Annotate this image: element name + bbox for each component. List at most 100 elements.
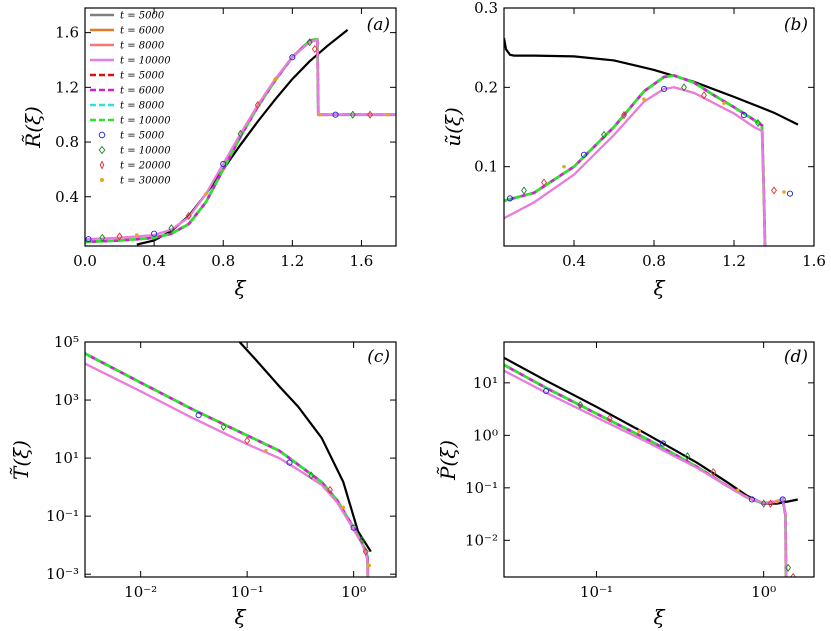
marker-point — [341, 505, 346, 510]
ticks-b: 0.4 0.8 1.2 1.6 0.1 0.2 0.3 — [474, 0, 826, 270]
marker-point — [621, 111, 627, 120]
legend-label: t = 5000 — [120, 131, 165, 142]
y-axis-label-b: ũ(ξ) — [441, 107, 465, 147]
marker-point — [289, 54, 296, 61]
marker-point — [367, 110, 374, 119]
x-tick-label-a: 1.6 — [350, 252, 374, 270]
series-line-dashed-group — [504, 73, 767, 246]
marker-point — [359, 535, 366, 545]
y-tick-label-b: 0.3 — [474, 0, 498, 17]
marker-point — [264, 448, 268, 453]
x-tick-label-d: 10⁰ — [751, 583, 776, 601]
marker-point — [195, 412, 202, 419]
y-tick-label-a: 0.8 — [55, 133, 79, 151]
marker-point — [782, 190, 786, 194]
marker-point — [775, 499, 779, 504]
plot-frame-c — [84, 341, 397, 578]
series-layer-a — [85, 29, 396, 246]
legend-label: t = 10000 — [120, 56, 171, 67]
marker-point — [237, 129, 244, 138]
y-axis-label-d: P̃(ξ) — [436, 440, 460, 481]
marker-point — [710, 467, 717, 477]
x-tick-label-b: 1.6 — [802, 252, 826, 270]
marker-point — [722, 101, 726, 105]
x-tick-label-a: 0.8 — [211, 252, 235, 270]
marker-point — [577, 400, 584, 409]
marker-point — [767, 499, 774, 508]
y-tick-label-a: 0.4 — [55, 188, 79, 206]
marker-point — [85, 236, 92, 243]
marker-point — [659, 440, 667, 447]
panel-b: 0.4 0.8 1.2 1.6 0.1 0.2 0.3 (b) ξ ũ(ξ) — [441, 0, 826, 300]
marker-point — [740, 112, 748, 119]
x-tick-label-b: 1.2 — [722, 252, 746, 270]
plot-frame-b — [503, 7, 815, 247]
marker-point — [521, 186, 527, 195]
y-tick-label-c: 10⁵ — [54, 333, 79, 351]
panel-d: 10⁻¹ 10⁰ 10⁻² 10⁻¹ 10⁰ 10¹ (d) ξ P̃(ξ) — [436, 341, 815, 629]
panel-label-d: (d) — [784, 347, 808, 367]
legend-label: t = 5000 — [120, 71, 165, 82]
marker-point — [606, 414, 613, 423]
legend-label: t = 10000 — [120, 146, 171, 157]
marker-point — [637, 429, 641, 433]
y-tick-label-c: 10³ — [54, 391, 79, 409]
marker-point — [116, 232, 123, 241]
x-axis-label-d: ξ — [653, 605, 665, 629]
marker-point — [748, 496, 755, 503]
marker-point — [785, 563, 792, 572]
x-tick-label-a: 0.4 — [142, 252, 166, 270]
marker-point — [220, 422, 227, 431]
y-tick-label-b: 0.1 — [474, 158, 498, 176]
marker-point — [327, 485, 333, 494]
x-tick-label-a: 1.2 — [280, 252, 304, 270]
plot-frame-d — [503, 341, 815, 578]
legend-label: t = 6000 — [120, 86, 165, 97]
y-tick-label-c: 10¹ — [54, 449, 79, 467]
legend-swatch — [98, 145, 106, 155]
marker-point — [755, 118, 761, 128]
y-tick-label-a: 1.6 — [55, 24, 79, 42]
marker-point — [311, 44, 318, 54]
marker-point — [684, 452, 691, 461]
marker-point — [362, 547, 369, 556]
marker-point — [350, 524, 357, 531]
y-axis-label-a: R̃(ξ) — [21, 106, 45, 149]
marker-point — [543, 387, 550, 395]
marker-point — [151, 230, 158, 237]
marker-point — [541, 178, 547, 187]
series-line-solid-group — [504, 369, 787, 577]
legend-swatch — [98, 131, 106, 139]
marker-point — [254, 101, 261, 110]
marker-point — [168, 224, 175, 233]
marker-point — [308, 471, 315, 480]
series-line-solid-group — [504, 86, 766, 246]
legend-label: t = 8000 — [120, 41, 165, 52]
x-axis-label-b: ξ — [653, 276, 665, 300]
marker-point — [286, 459, 293, 466]
x-axis-label-a: ξ — [234, 276, 246, 300]
y-tick-label-c: 10⁻¹ — [46, 507, 79, 525]
legend-label: t = 8000 — [120, 101, 165, 112]
marker-point — [318, 112, 322, 117]
marker-point — [771, 186, 777, 195]
series-line-solid-under — [504, 369, 788, 577]
y-tick-label-a: 1.2 — [55, 78, 79, 96]
series-line-dashed-group — [85, 352, 370, 577]
marker-point — [385, 112, 390, 117]
panel-a: 0.0 0.4 0.8 1.2 1.60.40.81.21.6 (a) ξ R̃(ξ) … — [21, 7, 397, 300]
legend-label: t = 6000 — [120, 26, 165, 37]
series-line-solid-group — [85, 37, 396, 241]
series-line-reference — [238, 342, 372, 553]
marker-point — [332, 111, 339, 118]
marker-point — [760, 499, 767, 508]
series-line-dashed-under — [504, 363, 788, 577]
legend-label: t = 10000 — [120, 116, 171, 127]
series-line-dashed-group — [504, 363, 788, 577]
x-tick-label-b: 0.4 — [562, 252, 586, 270]
marker-point — [681, 83, 687, 92]
y-tick-label-d: 10⁻² — [465, 531, 498, 549]
marker-point — [244, 436, 251, 445]
ticks-d: 10⁻¹ 10⁰ 10⁻² 10⁻¹ 10⁰ 10¹ — [465, 342, 814, 601]
y-tick-label-d: 10⁻¹ — [465, 479, 498, 497]
